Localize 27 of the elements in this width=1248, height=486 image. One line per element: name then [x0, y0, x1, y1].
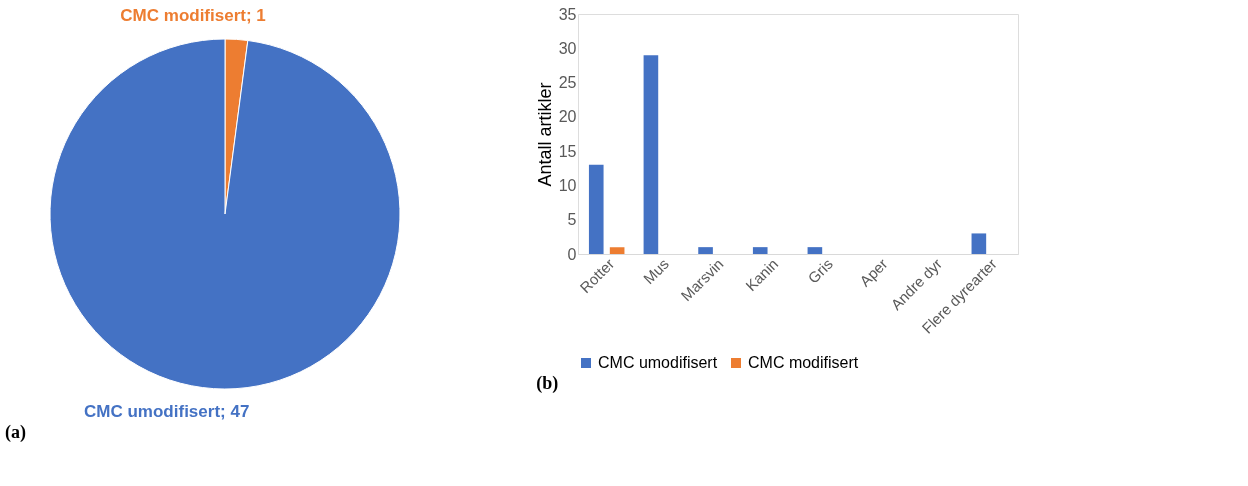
data-label: ; 1: [245, 6, 266, 26]
y-tick-label: 15: [558, 142, 577, 160]
data-label: ; 47: [220, 401, 250, 421]
bar: [588, 164, 604, 254]
y-tick-label: 5: [567, 211, 577, 229]
bar: [807, 247, 823, 254]
y-axis-title: Antall artikler: [534, 82, 555, 187]
y-tick-label: 35: [558, 5, 577, 23]
bar: [609, 247, 625, 254]
y-tick-label: 20: [558, 108, 577, 126]
bar: [698, 247, 713, 254]
text: (b): [536, 373, 559, 394]
y-tick-label: 0: [567, 245, 577, 263]
bar: [971, 233, 987, 254]
legend-label: CMC modifisert: [748, 354, 859, 371]
pie-slice: [49, 38, 401, 390]
text: (a): [5, 421, 26, 443]
slice-label: CMC umodifisert: [84, 401, 221, 421]
slice-label: CMC modifisert: [120, 6, 247, 26]
bar: [643, 55, 659, 254]
y-tick-label: 25: [558, 74, 577, 92]
legend-label: CMC umodifisert: [598, 354, 718, 371]
y-tick-label: 10: [558, 176, 577, 194]
y-tick-label: 30: [558, 39, 577, 57]
x-tick-label: Gris: [804, 255, 836, 287]
x-tick-label: Mus: [639, 255, 672, 288]
bar: [752, 247, 768, 254]
